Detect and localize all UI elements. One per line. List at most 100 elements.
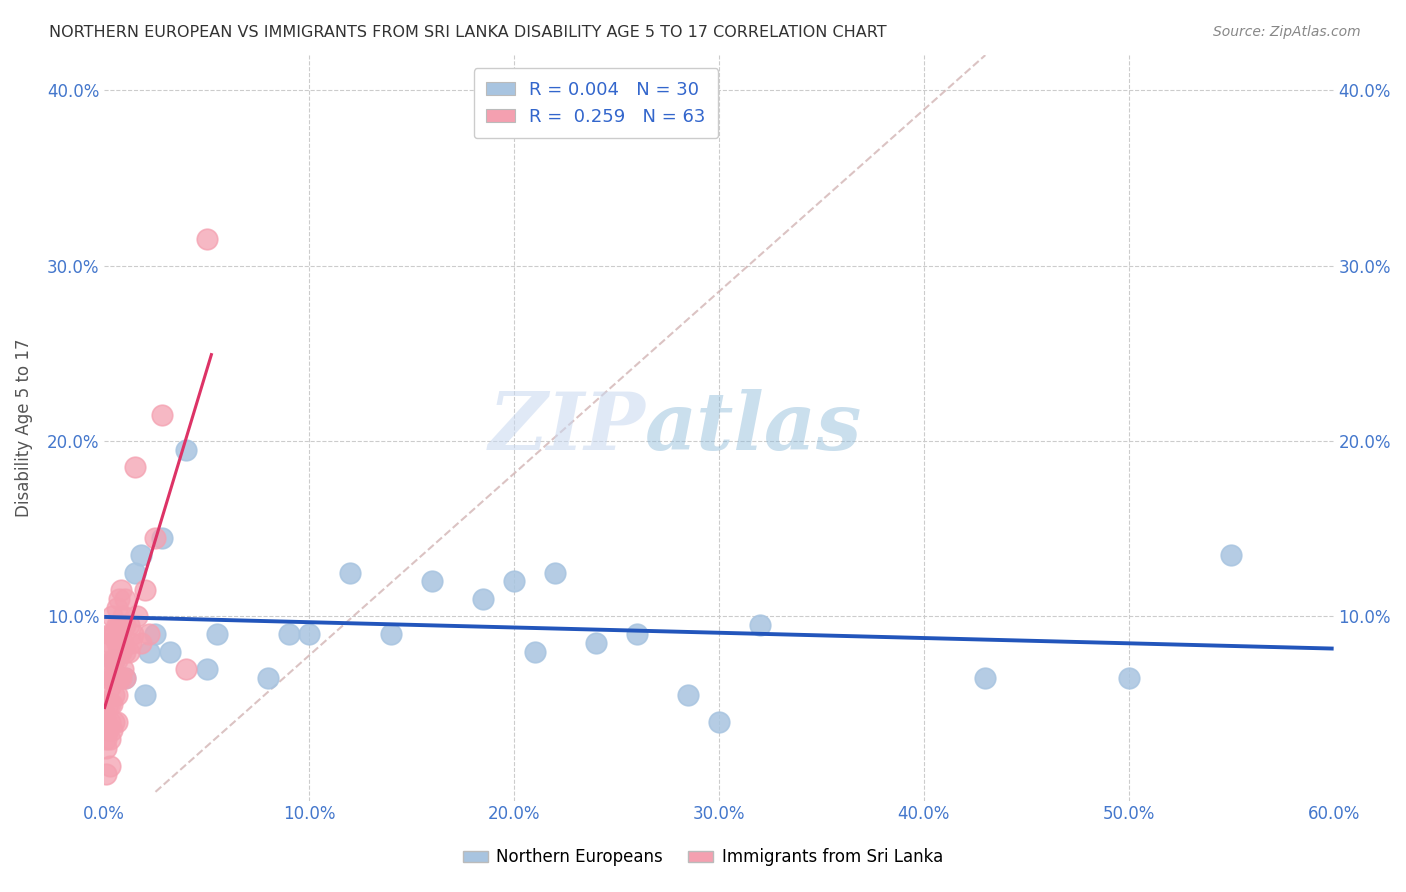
Point: [1118, 671, 1140, 685]
Point: [114, 671, 136, 685]
Point: [100, 697, 122, 711]
Point: [174, 442, 197, 457]
Point: [101, 697, 124, 711]
Point: [103, 653, 125, 667]
Point: [111, 662, 134, 676]
Point: [100, 758, 122, 772]
Text: ZIP: ZIP: [488, 389, 645, 467]
Point: [97, 671, 120, 685]
Point: [105, 671, 128, 685]
Text: atlas: atlas: [645, 389, 862, 467]
Point: [107, 671, 129, 685]
Point: [503, 574, 526, 589]
Point: [159, 644, 181, 658]
Point: [138, 627, 160, 641]
Point: [150, 531, 173, 545]
Point: [101, 653, 124, 667]
Point: [97, 697, 120, 711]
Point: [114, 591, 136, 606]
Point: [120, 636, 142, 650]
Point: [523, 644, 546, 658]
Point: [110, 583, 132, 598]
Point: [100, 714, 122, 729]
Point: [105, 653, 128, 667]
Legend: Northern Europeans, Immigrants from Sri Lanka: Northern Europeans, Immigrants from Sri …: [457, 842, 949, 873]
Point: [107, 644, 129, 658]
Point: [96, 767, 118, 781]
Point: [118, 618, 141, 632]
Legend: R = 0.004   N = 30, R =  0.259   N = 63: R = 0.004 N = 30, R = 0.259 N = 63: [474, 68, 718, 138]
Point: [124, 566, 146, 580]
Point: [676, 689, 699, 703]
Point: [145, 627, 167, 641]
Point: [100, 627, 122, 641]
Point: [585, 636, 607, 650]
Point: [974, 671, 997, 685]
Text: Source: ZipAtlas.com: Source: ZipAtlas.com: [1213, 25, 1361, 39]
Point: [93, 706, 115, 720]
Point: [195, 232, 218, 246]
Point: [114, 644, 136, 658]
Point: [96, 741, 118, 756]
Point: [105, 714, 128, 729]
Point: [105, 618, 128, 632]
Point: [544, 566, 567, 580]
Point: [195, 662, 218, 676]
Point: [100, 680, 122, 694]
Point: [748, 618, 770, 632]
Point: [101, 671, 124, 685]
Point: [114, 671, 136, 685]
Point: [103, 627, 125, 641]
Point: [101, 609, 124, 624]
Point: [1220, 548, 1243, 562]
Point: [420, 574, 443, 589]
Point: [97, 644, 120, 658]
Point: [100, 662, 122, 676]
Point: [103, 671, 125, 685]
Point: [298, 627, 321, 641]
Point: [205, 627, 228, 641]
Point: [110, 618, 132, 632]
Point: [122, 627, 145, 641]
Point: [110, 671, 132, 685]
Y-axis label: Disability Age 5 to 17: Disability Age 5 to 17: [15, 339, 32, 517]
Point: [105, 600, 128, 615]
Point: [110, 644, 132, 658]
Point: [472, 591, 495, 606]
Point: [129, 636, 152, 650]
Point: [129, 548, 152, 562]
Point: [380, 627, 402, 641]
Point: [111, 609, 134, 624]
Point: [101, 723, 124, 738]
Point: [118, 644, 141, 658]
Point: [101, 627, 124, 641]
Point: [100, 732, 122, 747]
Point: [626, 627, 648, 641]
Point: [100, 636, 122, 650]
Point: [114, 618, 136, 632]
Point: [107, 591, 129, 606]
Point: [96, 714, 118, 729]
Point: [97, 723, 120, 738]
Point: [707, 714, 730, 729]
Text: NORTHERN EUROPEAN VS IMMIGRANTS FROM SRI LANKA DISABILITY AGE 5 TO 17 CORRELATIO: NORTHERN EUROPEAN VS IMMIGRANTS FROM SRI…: [49, 25, 887, 40]
Point: [257, 671, 280, 685]
Point: [174, 662, 197, 676]
Point: [96, 732, 118, 747]
Point: [150, 408, 173, 422]
Point: [105, 689, 128, 703]
Point: [339, 566, 361, 580]
Point: [111, 636, 134, 650]
Point: [124, 460, 146, 475]
Point: [103, 653, 125, 667]
Point: [107, 618, 129, 632]
Point: [134, 689, 156, 703]
Point: [103, 714, 125, 729]
Point: [105, 636, 128, 650]
Point: [277, 627, 299, 641]
Point: [145, 531, 167, 545]
Point: [138, 644, 160, 658]
Point: [103, 689, 125, 703]
Point: [125, 609, 148, 624]
Point: [134, 583, 156, 598]
